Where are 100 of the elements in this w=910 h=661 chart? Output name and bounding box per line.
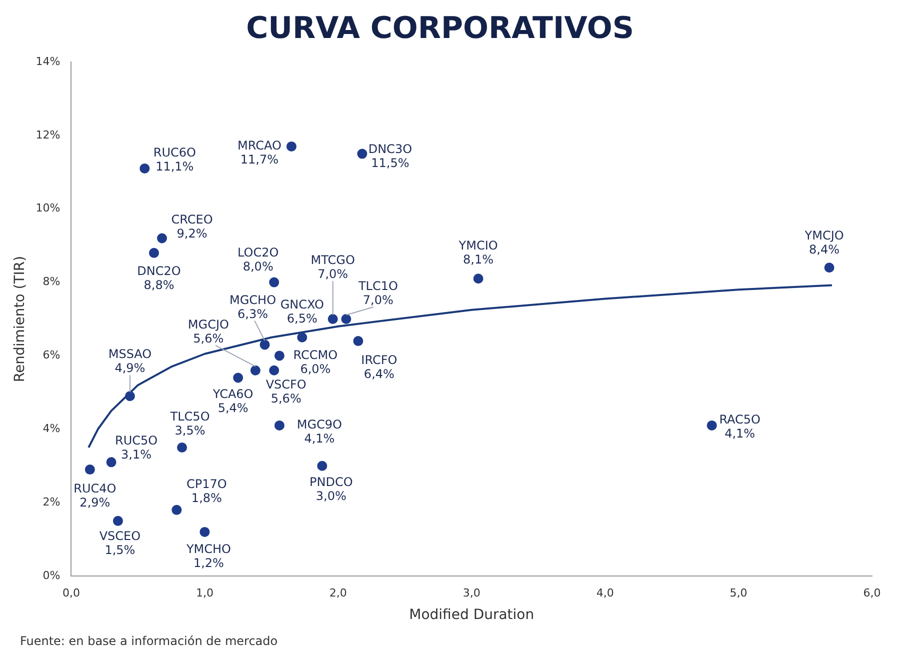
point xyxy=(328,314,338,324)
annotation: RUC6O xyxy=(153,146,196,160)
data-label: 6,0% xyxy=(300,362,331,376)
data-label: 11,7% xyxy=(240,152,279,167)
annotation: TLC1O xyxy=(357,279,398,294)
point xyxy=(473,274,484,284)
data-label: 3,0% xyxy=(316,488,346,503)
point xyxy=(200,526,210,537)
annotation: MTCGO xyxy=(310,253,355,268)
x-tick-label: 0,0 xyxy=(62,586,80,600)
data-label: 3,1% xyxy=(121,447,152,462)
annotation: YMCIO xyxy=(458,238,498,253)
data-label: 4,9% xyxy=(114,361,146,376)
point xyxy=(357,148,368,159)
y-tick-label: 14% xyxy=(36,54,60,68)
annotation: MSSAO xyxy=(108,347,152,362)
data-label: 7,0% xyxy=(362,293,394,308)
data-label: 5,4% xyxy=(218,400,248,415)
annotation: YMCHO xyxy=(185,542,231,556)
data-label: 9,2% xyxy=(176,226,208,240)
point xyxy=(274,420,284,430)
x-tick-label: 4,0 xyxy=(596,586,614,600)
point xyxy=(157,233,167,244)
data-label: 5,6% xyxy=(270,392,302,406)
point xyxy=(269,365,280,376)
point xyxy=(172,504,182,515)
annotation: CP17O xyxy=(186,477,227,492)
annotation: CRCEO xyxy=(171,212,213,226)
data-label: 8,1% xyxy=(463,252,494,267)
annotation: PNDCO xyxy=(310,474,353,489)
y-tick-label: 12% xyxy=(36,128,60,142)
point xyxy=(317,460,328,471)
x-tick-label: 2,0 xyxy=(329,586,347,600)
data-label: 6,3% xyxy=(238,306,268,321)
x-tick-label: 6,0 xyxy=(863,586,881,600)
data-label: 1,2% xyxy=(193,556,224,570)
point xyxy=(260,340,270,350)
y-tick-label: 8% xyxy=(42,275,60,288)
annotation: RUC5O xyxy=(114,433,158,448)
point xyxy=(140,163,150,174)
point xyxy=(233,372,244,383)
point xyxy=(297,332,308,342)
annotation: MGC9O xyxy=(296,418,342,432)
point xyxy=(112,516,123,526)
point xyxy=(269,277,280,288)
data-label: 11,1% xyxy=(156,160,194,174)
annotation: YMCJO xyxy=(804,228,844,243)
point xyxy=(124,391,135,402)
y-tick-label: 4% xyxy=(42,422,60,435)
point xyxy=(341,314,352,324)
annotation: VSCFO xyxy=(266,378,306,392)
annotation: YCA6O xyxy=(212,386,254,401)
point xyxy=(706,420,717,430)
y-tick-label: 6% xyxy=(42,348,60,362)
point xyxy=(250,365,260,376)
annotation: MGCHO xyxy=(230,292,276,307)
data-label: 8,0% xyxy=(242,259,274,274)
source-note: Fuente: en base a información de mercado xyxy=(20,634,279,648)
annotation: GNCXO xyxy=(280,297,324,312)
point xyxy=(106,457,116,468)
data-label: 6,4% xyxy=(364,367,394,382)
data-label: 8,8% xyxy=(144,278,174,292)
data-label: 3,5% xyxy=(174,424,206,438)
annotation: IRCFO xyxy=(361,353,398,368)
data-label: 8,4% xyxy=(809,242,840,257)
annotation: MGCJO xyxy=(188,318,229,332)
point xyxy=(824,262,834,273)
data-label: 6,5% xyxy=(286,311,318,326)
point xyxy=(286,141,296,152)
data-label: 5,6% xyxy=(193,332,224,346)
y-tick-label: 10% xyxy=(36,202,60,215)
annotation: RCCMO xyxy=(293,348,338,362)
x-tick-label: 5,0 xyxy=(730,586,748,600)
y-tick-label: 0% xyxy=(42,568,60,582)
data-label: 2,9% xyxy=(80,496,110,510)
annotation: RAC5O xyxy=(719,412,761,427)
y-tick-label: 2% xyxy=(42,495,60,508)
point xyxy=(274,350,284,361)
x-tick-label: 1,0 xyxy=(196,586,214,600)
annotation: DNC3O xyxy=(368,142,412,156)
annotation: TLC5O xyxy=(169,410,210,424)
data-label: 11,5% xyxy=(371,156,410,170)
data-label: 1,8% xyxy=(191,491,222,506)
x-axis-title: Modified Duration xyxy=(409,607,534,624)
data-label: 4,1% xyxy=(304,432,335,446)
annotation: DNC2O xyxy=(137,264,181,278)
annotation: VSCEO xyxy=(99,529,141,544)
chart-title: CURVA CORPORATIVOS xyxy=(246,10,634,46)
point xyxy=(353,336,364,346)
point xyxy=(148,248,159,258)
y-axis-title: Rendimiento (TIR) xyxy=(12,256,28,382)
data-label: 4,1% xyxy=(724,426,756,441)
x-tick-label: 3,0 xyxy=(462,586,480,600)
point xyxy=(177,442,188,452)
annotation: LOC2O xyxy=(238,245,279,260)
data-label: 7,0% xyxy=(318,267,348,282)
annotation: MRCAO xyxy=(237,138,282,153)
point xyxy=(84,464,95,475)
data-label: 1,5% xyxy=(104,543,136,558)
annotation: RUC4O xyxy=(74,482,116,496)
